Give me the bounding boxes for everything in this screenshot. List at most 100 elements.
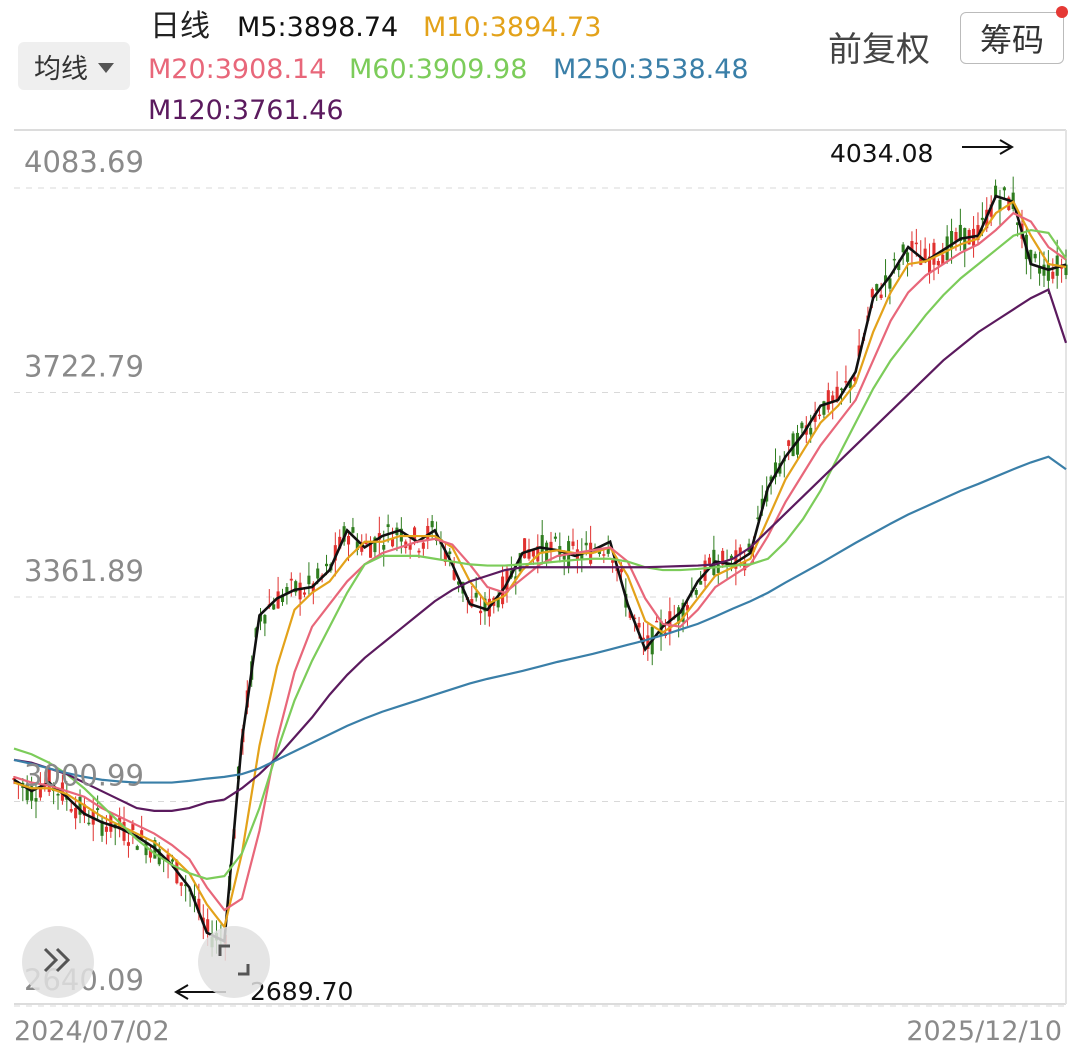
high-arrow-icon xyxy=(962,139,1014,155)
expand-panel-button[interactable] xyxy=(22,926,94,998)
candle-body xyxy=(791,433,795,457)
fullscreen-button[interactable] xyxy=(198,926,270,998)
candle-body xyxy=(87,822,91,825)
candle-body xyxy=(655,620,659,623)
candle-body xyxy=(518,553,522,572)
candle-body xyxy=(584,542,588,546)
candle-body xyxy=(408,544,412,550)
candle-body xyxy=(549,541,553,550)
y-tick-label: 3000.99 xyxy=(24,759,144,793)
ma20-value: M20:3908.14 xyxy=(148,54,327,85)
candle-body xyxy=(443,550,447,563)
candle-body xyxy=(74,807,78,819)
candle-body xyxy=(479,610,483,614)
candle-body xyxy=(197,898,201,914)
candle-body xyxy=(148,849,152,858)
candle-body xyxy=(135,846,139,850)
ma-selector-dropdown[interactable]: 均线 xyxy=(18,42,130,90)
candle-body xyxy=(919,256,923,265)
candle-body xyxy=(848,379,852,389)
ma-line-m20 xyxy=(13,211,1067,912)
candle-body xyxy=(342,526,346,542)
candle-body xyxy=(316,568,320,579)
candle-body xyxy=(998,199,1002,212)
candle-body xyxy=(707,557,711,564)
candle-body xyxy=(131,824,135,830)
ma60-value: M60:3909.98 xyxy=(349,54,528,85)
chip-distribution-button[interactable]: 筹码 xyxy=(960,12,1064,64)
candle-body xyxy=(756,517,760,520)
candle-body xyxy=(56,793,60,796)
ma-line-m5 xyxy=(13,194,1067,944)
candle-body xyxy=(602,554,606,556)
candle-body xyxy=(355,541,359,551)
candle-body xyxy=(928,256,932,273)
candle-body xyxy=(611,560,615,563)
ma-line-m250 xyxy=(13,455,1067,784)
candle-body xyxy=(879,294,883,299)
candle-body xyxy=(906,252,910,262)
candle-body xyxy=(875,284,879,291)
candle-body xyxy=(364,541,368,545)
ma10-value: M10:3894.73 xyxy=(423,12,602,43)
y-tick-label: 3361.89 xyxy=(24,554,144,588)
candle-body xyxy=(338,536,342,549)
candle-body xyxy=(734,550,738,569)
candle-body xyxy=(126,842,130,846)
candle-body xyxy=(12,778,16,780)
x-start-label: 2024/07/02 xyxy=(14,1016,170,1047)
candle-body xyxy=(853,377,857,382)
ma5-value: M5:3898.74 xyxy=(237,12,399,43)
candle-body xyxy=(170,859,174,862)
candle-body xyxy=(553,536,557,539)
candle-body xyxy=(787,440,791,446)
candle-body xyxy=(994,185,998,198)
candle-body xyxy=(430,521,434,528)
ma250-value: M250:3538.48 xyxy=(553,54,749,85)
candle-body xyxy=(694,590,698,595)
candle-body xyxy=(263,614,267,624)
candle-body xyxy=(276,591,280,609)
candle-body xyxy=(413,527,417,540)
candle-body xyxy=(571,541,575,546)
candle-body xyxy=(580,551,584,560)
candle-body xyxy=(206,919,210,932)
candle-body xyxy=(307,575,311,585)
candle-body xyxy=(540,535,544,554)
candle-body xyxy=(813,413,817,422)
candle-body xyxy=(1002,187,1006,191)
candle-body xyxy=(531,550,535,557)
candle-body xyxy=(716,564,720,573)
candle-body xyxy=(729,555,734,559)
candle-body xyxy=(298,582,302,600)
ma-line-m60 xyxy=(13,228,1067,881)
candle-body xyxy=(963,228,967,252)
candle-body xyxy=(633,617,637,620)
double-chevron-right-icon xyxy=(41,945,75,979)
candle-body xyxy=(941,254,945,265)
candle-body xyxy=(421,542,425,549)
candle-body xyxy=(892,258,896,261)
adjust-mode-label[interactable]: 前复权 xyxy=(828,30,930,70)
candle-body xyxy=(831,395,835,403)
candle-body xyxy=(839,388,844,391)
candle-body xyxy=(883,275,888,283)
candle-body xyxy=(1051,271,1055,279)
candle-body xyxy=(932,242,936,265)
candle-body xyxy=(826,390,830,410)
candle-body xyxy=(628,611,632,618)
candle-body xyxy=(351,527,355,533)
x-end-label: 2025/12/10 xyxy=(906,1016,1062,1047)
candle-body xyxy=(496,599,500,608)
notification-dot xyxy=(1056,6,1068,18)
ma-line-m120 xyxy=(13,288,1068,812)
candle-body xyxy=(901,244,905,253)
candle-body xyxy=(302,592,307,595)
candle-body xyxy=(324,563,329,567)
candle-body xyxy=(311,583,315,593)
candle-body xyxy=(910,241,914,251)
candle-body xyxy=(958,224,962,241)
y-tick-label: 3722.79 xyxy=(24,350,144,384)
ma-selector-label: 均线 xyxy=(34,53,88,85)
